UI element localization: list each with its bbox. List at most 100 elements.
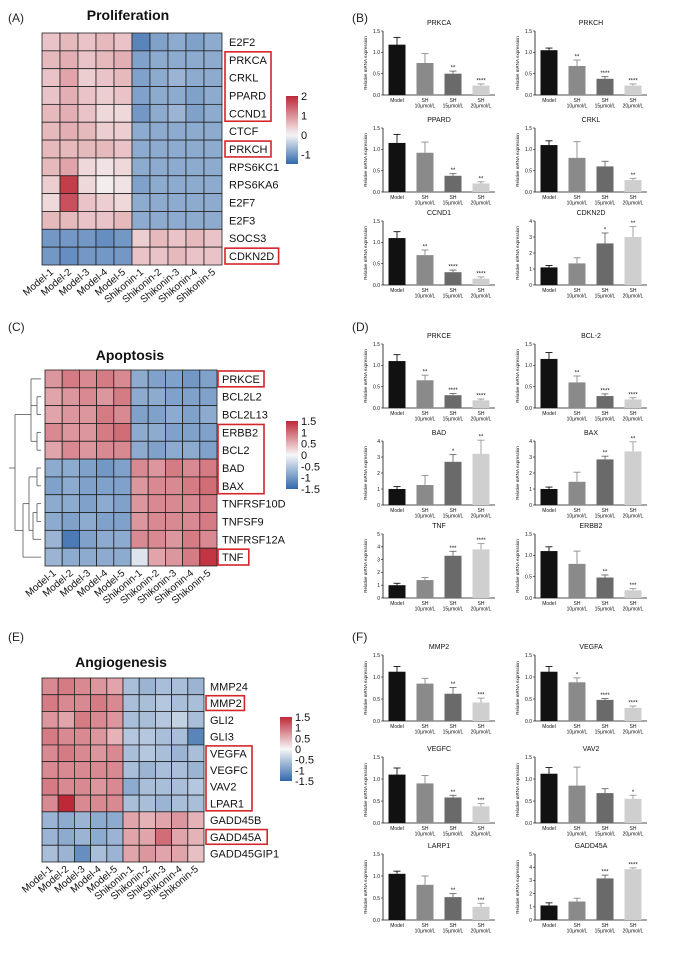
- heatmap-cell: [164, 440, 183, 460]
- bar: [568, 682, 586, 721]
- x-tick-sublabel: 10μmol/L: [567, 730, 588, 736]
- bar: [624, 399, 642, 408]
- heatmap-cell: [74, 844, 92, 863]
- heatmap-cell: [44, 494, 63, 513]
- heatmap-cell: [113, 512, 132, 531]
- bar-chart-prkca: PRKCA 0.0 0.5 1.0 1.5 Relative mRNA expressio…: [363, 20, 495, 110]
- x-tick-label: SH: [450, 724, 457, 730]
- heatmap-cell: [154, 761, 172, 779]
- y-tick-label: 2: [529, 251, 532, 257]
- y-axis-label: Relative mRNA expression: [363, 539, 368, 593]
- panel-label: (E): [8, 630, 24, 644]
- heatmap-cell: [187, 694, 205, 712]
- chart-title: TNF: [432, 523, 446, 530]
- heatmap-cell: [149, 157, 169, 177]
- significance-label: *: [576, 672, 579, 678]
- panel-label: (F): [352, 630, 367, 644]
- heatmap-cell: [149, 139, 169, 159]
- y-tick-label: 0.0: [373, 283, 380, 289]
- colorbar-tick: -1.5: [295, 776, 314, 788]
- panel-label: (B): [352, 11, 368, 25]
- heatmap-cell: [41, 711, 59, 729]
- x-tick-label: SH: [574, 826, 581, 832]
- significance-label: ***: [477, 898, 485, 904]
- colorbar-tick: 0: [301, 130, 307, 142]
- x-tick-sublabel: 10μmol/L: [567, 929, 588, 935]
- y-tick-label: 1.0: [373, 240, 380, 246]
- bar-panel-B: (B) PRKCA 0.0 0.5 1.0 1.5 Relative mRNA expres…: [352, 11, 647, 300]
- y-tick-label: 0.5: [373, 697, 380, 703]
- heatmap-cell: [59, 193, 79, 212]
- heatmap-cell: [106, 794, 124, 813]
- significance-label: ***: [477, 693, 485, 699]
- highlight-box: [224, 247, 280, 265]
- heatmap-cell: [113, 32, 133, 52]
- y-tick-label: 1.5: [373, 653, 380, 659]
- x-tick-label: SH: [574, 98, 581, 104]
- heatmap-cell: [95, 121, 115, 141]
- x-tick-sublabel: 10μmol/L: [415, 294, 436, 300]
- colorbar-tick: 0.5: [295, 733, 310, 745]
- heatmap-cell: [131, 68, 151, 87]
- chart-title: CCND1: [427, 210, 451, 217]
- x-tick-sublabel: 20μmol/L: [623, 514, 644, 520]
- colorbar-tick: 1: [295, 723, 301, 735]
- heatmap-cell: [44, 405, 63, 424]
- x-tick-sublabel: 20μmol/L: [623, 294, 644, 300]
- heatmap-cell: [154, 828, 172, 846]
- bar: [568, 263, 586, 285]
- bar: [416, 380, 434, 408]
- x-tick-sublabel: 20μmol/L: [471, 514, 492, 520]
- heatmap-cell: [59, 121, 79, 141]
- heatmap-cell: [96, 423, 115, 442]
- bar: [416, 485, 434, 505]
- y-tick-label: 0.0: [373, 821, 380, 827]
- x-tick-label: SH: [422, 508, 429, 514]
- heatmap-cell: [77, 211, 97, 230]
- heatmap-cell: [203, 228, 223, 248]
- heatmap-cell: [95, 32, 115, 52]
- heatmap-cell: [122, 677, 140, 696]
- gene-label: GADD45A: [210, 832, 262, 844]
- colorbar-tick: 2: [301, 91, 307, 103]
- x-tick-sublabel: 20μmol/L: [471, 294, 492, 300]
- heatmap-cell: [90, 828, 108, 846]
- row-dendrogram: [9, 378, 41, 558]
- bar: [596, 459, 614, 505]
- gene-label: RPS6KC1: [229, 162, 279, 174]
- x-tick-label: SH: [630, 826, 637, 832]
- x-tick-label: Model: [390, 195, 404, 201]
- y-tick-label: 3: [529, 878, 532, 884]
- significance-label: ****: [628, 862, 638, 868]
- colorbar-tick: 1: [301, 110, 307, 122]
- x-tick-sublabel: 20μmol/L: [471, 730, 492, 736]
- chart-title: VEGFC: [427, 746, 451, 753]
- y-tick-label: 1.0: [373, 147, 380, 153]
- heatmap-cell: [171, 828, 189, 846]
- gene-label: TNF: [222, 552, 244, 564]
- bar: [624, 798, 642, 823]
- x-tick-label: Model: [390, 508, 404, 514]
- bar-chart-vegfa: VEGFA 0.0 0.5 1.0 1.5 Relative mRNA expressio…: [515, 644, 647, 736]
- heatmap-cell: [199, 405, 218, 424]
- heatmap-cell: [106, 694, 124, 712]
- heatmap-cell: [96, 405, 115, 424]
- significance-label: **: [631, 221, 636, 227]
- heatmap-cell: [122, 711, 140, 729]
- heatmap-cell: [41, 794, 59, 813]
- heatmap-cell: [167, 139, 187, 159]
- significance-label: ****: [600, 388, 610, 394]
- heatmap-cell: [41, 193, 61, 212]
- heatmap-cell: [131, 139, 151, 159]
- chart-title: VAV2: [583, 746, 600, 753]
- x-tick-label: SH: [450, 411, 457, 417]
- heatmap-cell: [61, 512, 80, 531]
- heatmap-cell: [74, 711, 92, 729]
- heatmap-cell: [167, 246, 187, 266]
- heatmap-cell: [154, 844, 172, 863]
- heatmap-cell: [131, 175, 151, 195]
- heatmap-cell: [90, 811, 108, 829]
- heatmap-apoptosis: (C) Apoptosis PRKCE BCL2L2 BCL2L13 ERBB2 BCL2 B…: [8, 320, 320, 607]
- significance-label: ****: [628, 701, 638, 707]
- x-tick-sublabel: 20μmol/L: [471, 607, 492, 613]
